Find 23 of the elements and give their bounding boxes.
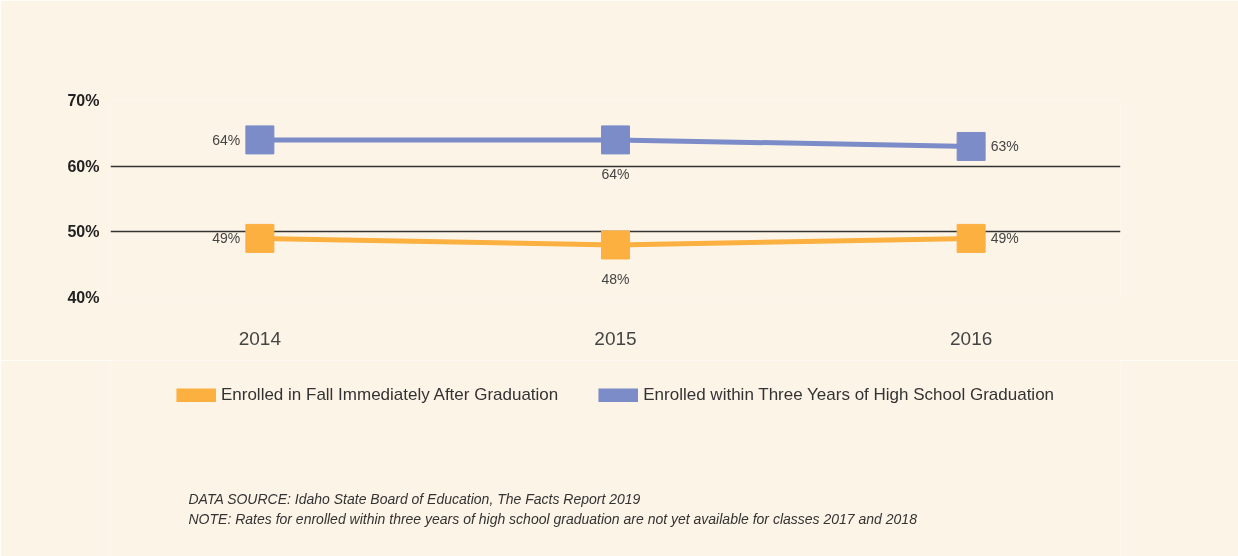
y-tick-label: 70% <box>67 92 100 109</box>
data-label: 48% <box>601 271 630 288</box>
legend-label: Enrolled in Fall Immediately After Graduation <box>220 385 559 405</box>
x-tick-label: 2014 <box>238 327 282 349</box>
legend-label: Enrolled within Three Years of High School Graduation <box>643 385 1055 405</box>
y-tick-label: 60% <box>67 157 100 175</box>
point <box>601 230 630 260</box>
point <box>601 125 630 155</box>
data-label: 49% <box>990 230 1019 247</box>
text: NOTE: Rates for enrolled within three years of high school graduation are not yet available for classes 2017 and 2018 <box>188 510 918 527</box>
source-note: DATA SOURCE: Idaho State Board of Education, The Facts Report 2019 <box>188 490 641 507</box>
y-tick-label: 50% <box>67 223 100 241</box>
data-label: 64% <box>601 166 630 183</box>
data-label: 64% <box>212 131 241 148</box>
point <box>956 131 986 161</box>
point <box>245 223 275 253</box>
point <box>956 223 986 253</box>
point <box>245 125 275 155</box>
x-tick-label: 2015 <box>594 327 637 349</box>
x-tick-label: 2016 <box>950 327 993 349</box>
data-label: 49% <box>212 230 241 247</box>
y-tick-label: 40% <box>67 289 100 306</box>
data-label: 63% <box>990 138 1019 155</box>
